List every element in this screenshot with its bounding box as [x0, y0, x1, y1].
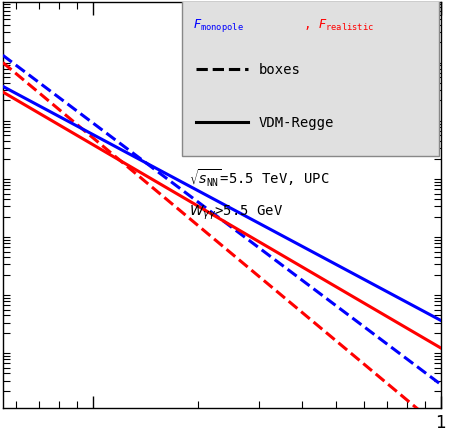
Text: $F_{\mathregular{monopole}}$: $F_{\mathregular{monopole}}$	[194, 16, 244, 33]
FancyBboxPatch shape	[182, 1, 439, 157]
Text: $\sqrt{s_{\mathregular{NN}}}$=5.5 TeV, UPC: $\sqrt{s_{\mathregular{NN}}}$=5.5 TeV, U…	[189, 167, 330, 189]
Text: , $F_{\mathregular{realistic}}$: , $F_{\mathregular{realistic}}$	[303, 17, 374, 33]
Text: boxes: boxes	[259, 63, 301, 77]
Text: VDM-Regge: VDM-Regge	[259, 115, 335, 129]
Text: $W_{\gamma\gamma}$>5.5 GeV: $W_{\gamma\gamma}$>5.5 GeV	[189, 204, 283, 222]
